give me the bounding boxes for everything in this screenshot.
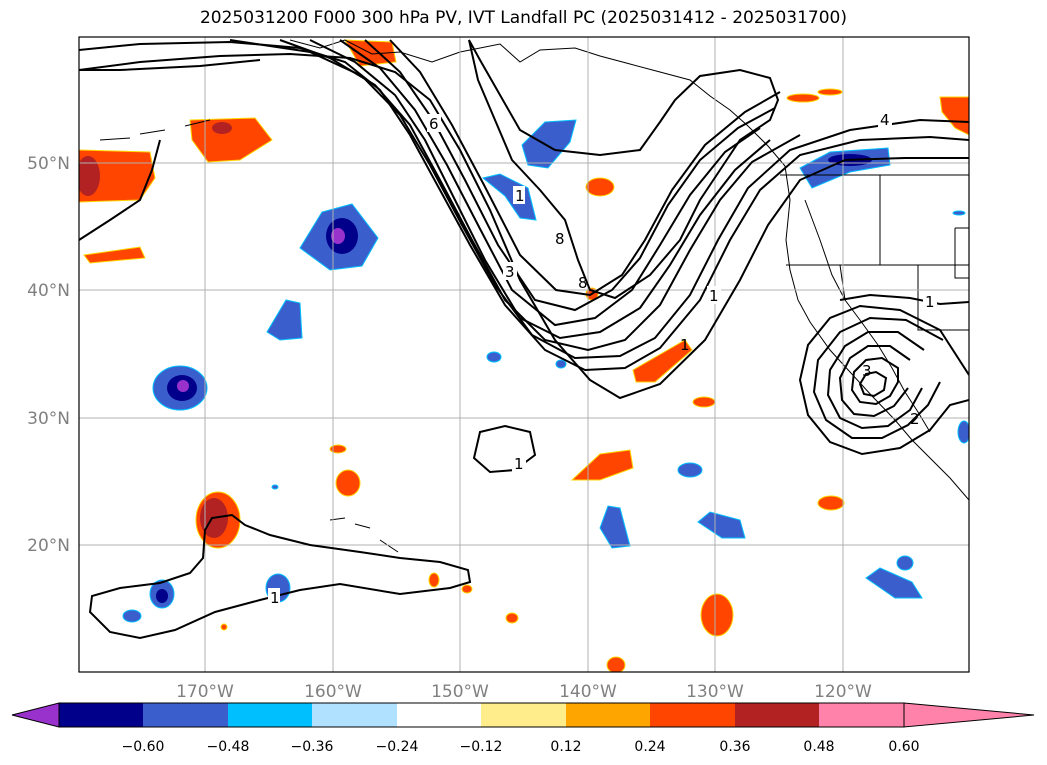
colorbar-tick: 0.48 [803, 739, 834, 755]
contour-label: 8 [578, 274, 588, 292]
contour-line [798, 304, 969, 456]
contour-label: 3 [505, 263, 515, 281]
colorbar-bin [312, 703, 398, 727]
contour-label: 1 [680, 336, 690, 354]
colorbar: −0.60 −0.48 −0.36 −0.24 −0.12 0.12 0.24 … [11, 702, 1035, 755]
colorbar-tick: 0.60 [888, 739, 919, 755]
colorbar-bin [59, 703, 144, 727]
contour-label: 4 [880, 111, 890, 129]
map-plot-area: 6 4 1 8 8 3 1 1 1 1 1 3 2 [79, 37, 969, 672]
gridlines [79, 37, 969, 672]
lon-label: 150°W [431, 682, 489, 702]
negative-anomaly [697, 511, 746, 539]
lon-label: 170°W [176, 682, 234, 702]
lat-label: 30°N [27, 409, 70, 429]
contour-line [858, 370, 888, 398]
colorbar-tick: −0.12 [460, 739, 503, 755]
positive-anomaly-core [79, 156, 100, 196]
positive-anomaly [570, 449, 634, 481]
contour-line [812, 316, 944, 439]
lat-label: 50°N [27, 154, 70, 174]
contour-line [850, 356, 899, 406]
contour-line [339, 39, 761, 327]
colorbar-bin [819, 703, 905, 727]
contour-line [468, 39, 780, 300]
contour-line [838, 345, 911, 418]
contour-line [839, 293, 969, 306]
positive-anomaly [939, 96, 969, 136]
contour-line [79, 59, 261, 71]
contour-line [279, 39, 801, 352]
lat-label: 40°N [27, 281, 70, 301]
contour-line [79, 139, 161, 241]
colorbar-bin [228, 703, 313, 727]
contour-label: 1 [270, 589, 280, 607]
colorbar-tick: −0.36 [291, 739, 334, 755]
colorbar-bin [650, 703, 736, 727]
colorbar-tick: 0.36 [719, 739, 750, 755]
positive-anomaly [83, 246, 146, 264]
contour-label: 1 [925, 293, 935, 311]
contour-line [79, 52, 969, 400]
contour-line [826, 331, 925, 430]
lon-label: 120°W [814, 682, 872, 702]
lon-label: 130°W [686, 682, 744, 702]
negative-anomaly [266, 299, 303, 341]
lon-axis: 170°W 160°W 150°W 140°W 130°W 120°W [176, 682, 872, 702]
colorbar-bin [735, 703, 820, 727]
ivt-contours [79, 39, 969, 640]
contour-label: 1 [709, 287, 719, 305]
colorbar-extend-max [903, 702, 1035, 728]
contour-line [229, 39, 969, 360]
colorbar-tick: −0.48 [207, 739, 250, 755]
contour-line [389, 39, 781, 297]
positive-anomaly [189, 117, 273, 163]
map-title: 2025031200 F000 300 hPa PV, IVT Landfall… [199, 8, 847, 28]
colorbar-tick: 0.24 [634, 739, 665, 755]
colorbar-bin [481, 703, 567, 727]
colorbar-tick: −0.24 [376, 739, 419, 755]
contour-label: 3 [862, 362, 872, 380]
contour-label: 8 [555, 230, 565, 248]
map-frame [78, 36, 970, 673]
positive-anomaly [632, 339, 693, 383]
colorbar-bin [566, 703, 651, 727]
colorbar-bin [397, 703, 482, 727]
colorbar-tick: 0.12 [550, 739, 581, 755]
contour-label: 1 [515, 187, 525, 205]
lon-label: 160°W [304, 682, 362, 702]
contour-label: 6 [429, 115, 439, 133]
colorbar-tick: −0.60 [122, 739, 165, 755]
lat-label: 20°N [27, 536, 70, 556]
negative-anomaly [521, 119, 577, 169]
negative-anomaly [481, 173, 537, 221]
contour-label: 1 [514, 455, 524, 473]
colorbar-extend-min [11, 702, 60, 728]
contour-line [88, 513, 472, 640]
lon-label: 140°W [559, 682, 617, 702]
contour-line [309, 39, 771, 340]
contour-labels: 6 4 1 8 8 3 1 1 1 1 1 3 2 [268, 110, 937, 607]
lat-axis: 50°N 40°N 30°N 20°N [27, 154, 70, 556]
colorbar-bin [143, 703, 229, 727]
contour-label: 2 [910, 410, 920, 428]
negative-anomaly [865, 567, 923, 599]
